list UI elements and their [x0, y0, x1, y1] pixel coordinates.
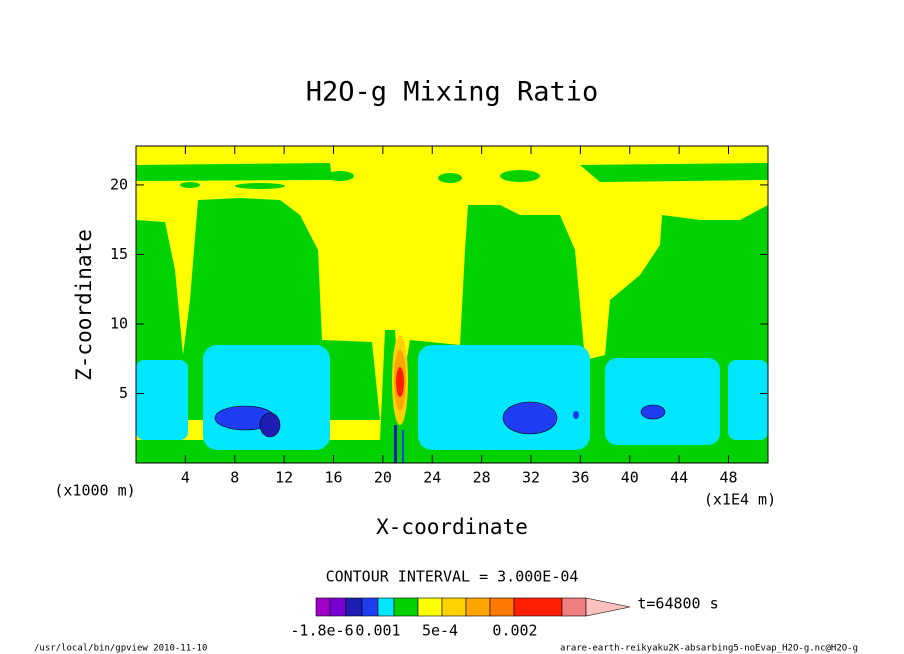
colorbar-box [513, 597, 563, 617]
x-unit-left: (x1000 m) [54, 482, 135, 500]
colorbar-label: 0.001 [355, 622, 400, 640]
colorbar-box [329, 597, 347, 617]
colorbar-arrow [585, 597, 631, 617]
y-axis-label: Z-coordinate [72, 229, 96, 381]
x-tick-label: 20 [374, 469, 392, 487]
footer-right: arare-earth-reikyaku2K-absarbing5-noEvap… [560, 644, 858, 654]
x-tick-label: 12 [275, 469, 293, 487]
colorbar-box [561, 597, 587, 617]
x-tick-label: 36 [571, 469, 589, 487]
x-tick-label: 16 [324, 469, 342, 487]
colorbar-box [315, 597, 331, 617]
colorbar-box [465, 597, 491, 617]
x-axis-label: X-coordinate [376, 515, 528, 539]
x-tick-label: 8 [230, 469, 239, 487]
time-label: t=64800 s [637, 595, 718, 613]
colorbar-box [377, 597, 395, 617]
colorbar-box [417, 597, 443, 617]
colorbar-box [441, 597, 467, 617]
colorbar-label: 0.002 [492, 622, 537, 640]
colorbar-label: 5e-4 [422, 622, 458, 640]
colorbar-box [489, 597, 515, 617]
contour-interval: CONTOUR INTERVAL = 3.000E-04 [326, 568, 579, 586]
x-tick-label: 48 [719, 469, 737, 487]
x-tick-label: 4 [181, 469, 190, 487]
y-tick-label: 20 [110, 175, 128, 193]
x-tick-label: 32 [522, 469, 540, 487]
x-unit-right: (x1E4 m) [704, 491, 776, 509]
contour-field [136, 146, 768, 463]
colorbar-box [345, 597, 363, 617]
colorbar-box [361, 597, 379, 617]
colorbar-box [393, 597, 419, 617]
chart-title: H2O-g Mixing Ratio [306, 77, 599, 108]
plot-frame [135, 145, 769, 464]
x-tick-label: 40 [621, 469, 639, 487]
x-tick-label: 44 [670, 469, 688, 487]
x-tick-label: 24 [423, 469, 441, 487]
y-tick-label: 10 [110, 314, 128, 332]
x-tick-label: 28 [473, 469, 491, 487]
footer-left: /usr/local/bin/gpview 2010-11-10 [34, 644, 207, 654]
y-tick-label: 5 [119, 384, 128, 402]
colorbar-label: -1.8e-6 [290, 622, 353, 640]
y-tick-label: 15 [110, 245, 128, 263]
